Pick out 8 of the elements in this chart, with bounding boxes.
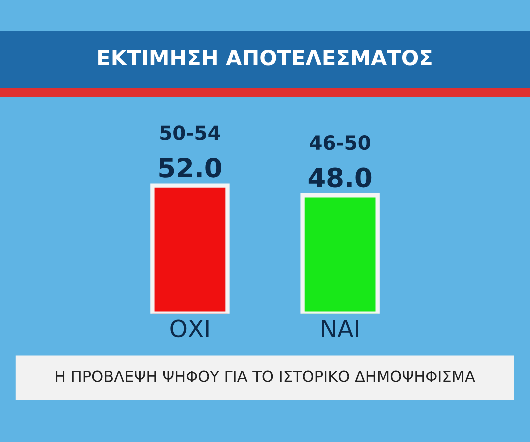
text: Η ΠΡΟΒΛΕΨΗ ΨΗΦΟΥ ΓΙΑ ΤΟ ΙΣΤΟΡΙΚΟ ΔΗΜΟΨΗΦΙΣΜΑ [56, 370, 476, 382]
annotation: 46-50 [310, 136, 370, 150]
chart-title: ΕΚΤΙΜΗΣΗ ΑΠΟΤΕΛΕΣΜΑΤΟΣ [98, 50, 432, 66]
x-tick-label: ΝΑΙ [322, 320, 358, 338]
data-label: 52.0 [160, 158, 222, 178]
data-label: 48.0 [308, 168, 372, 188]
annotation: 50-54 [160, 126, 220, 140]
x-tick-label: ΟΧΙ [170, 320, 209, 338]
